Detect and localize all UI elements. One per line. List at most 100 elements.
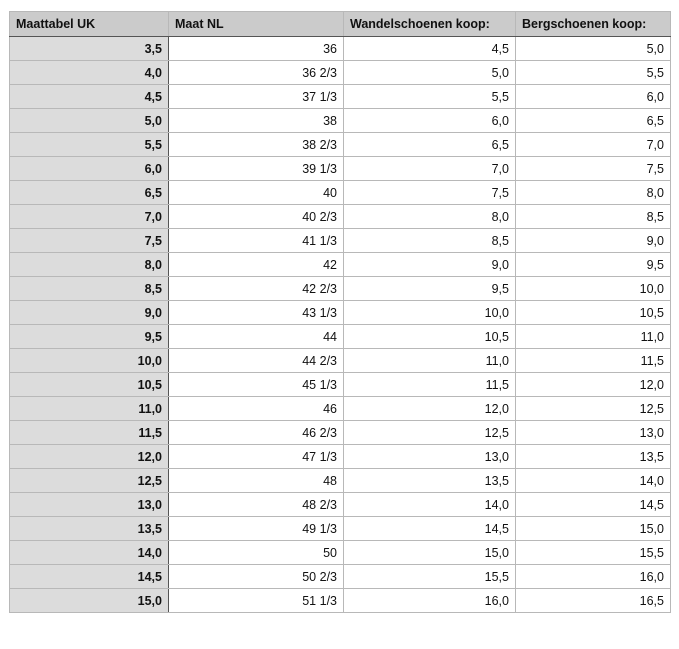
table-cell: 37 1/3 <box>168 84 344 109</box>
table-cell: 14,0 <box>515 468 671 493</box>
table-cell: 5,0 <box>515 36 671 61</box>
table-row: 7,0 40 2/3 8,0 8,5 <box>9 204 671 229</box>
table-cell: 9,5 <box>515 252 671 277</box>
table-row: 3,5 36 4,5 5,0 <box>9 36 671 61</box>
table-cell: 42 2/3 <box>168 276 344 301</box>
table-cell: 8,0 <box>515 180 671 205</box>
table-cell: 14,0 <box>343 492 516 517</box>
table-cell: 7,5 <box>515 156 671 181</box>
column-header: Wandelschoenen koop: <box>343 11 516 37</box>
table-cell: 10,0 <box>343 300 516 325</box>
table-cell: 8,5 <box>343 228 516 253</box>
table-cell: 8,0 <box>343 204 516 229</box>
column-header: Maattabel UK <box>9 11 169 37</box>
table-cell: 11,0 <box>9 396 169 421</box>
table-cell: 38 <box>168 108 344 133</box>
table-row: 12,5 48 13,5 14,0 <box>9 468 671 493</box>
table-row: 10,0 44 2/3 11,0 11,5 <box>9 348 671 373</box>
table-row: 10,5 45 1/3 11,5 12,0 <box>9 372 671 397</box>
table-cell: 5,5 <box>515 60 671 85</box>
table-row: 8,5 42 2/3 9,5 10,0 <box>9 276 671 301</box>
table-cell: 11,5 <box>515 348 671 373</box>
table-cell: 6,0 <box>515 84 671 109</box>
table-cell: 47 1/3 <box>168 444 344 469</box>
table-cell: 13,5 <box>9 516 169 541</box>
table-cell: 15,5 <box>515 540 671 565</box>
table-cell: 11,5 <box>343 372 516 397</box>
table-row: 13,5 49 1/3 14,5 15,0 <box>9 516 671 541</box>
table-cell: 43 1/3 <box>168 300 344 325</box>
table-row: 14,0 50 15,0 15,5 <box>9 540 671 565</box>
table-cell: 14,0 <box>9 540 169 565</box>
table-row: 8,0 42 9,0 9,5 <box>9 252 671 277</box>
table-cell: 13,5 <box>343 468 516 493</box>
table-cell: 5,5 <box>9 132 169 157</box>
table-cell: 7,0 <box>343 156 516 181</box>
table-cell: 49 1/3 <box>168 516 344 541</box>
table-row: 9,5 44 10,5 11,0 <box>9 324 671 349</box>
table-cell: 13,0 <box>9 492 169 517</box>
table-cell: 9,5 <box>343 276 516 301</box>
table-cell: 11,5 <box>9 420 169 445</box>
table-cell: 4,0 <box>9 60 169 85</box>
table-cell: 45 1/3 <box>168 372 344 397</box>
table-cell: 38 2/3 <box>168 132 344 157</box>
table-row: 4,5 37 1/3 5,5 6,0 <box>9 84 671 109</box>
table-cell: 9,0 <box>515 228 671 253</box>
table-cell: 6,0 <box>9 156 169 181</box>
table-cell: 11,0 <box>515 324 671 349</box>
table-cell: 10,5 <box>9 372 169 397</box>
table-row: 15,0 51 1/3 16,0 16,5 <box>9 588 671 613</box>
table-cell: 5,0 <box>9 108 169 133</box>
table-cell: 44 <box>168 324 344 349</box>
table-cell: 14,5 <box>343 516 516 541</box>
table-cell: 12,5 <box>9 468 169 493</box>
table-cell: 40 2/3 <box>168 204 344 229</box>
table-row: 5,0 38 6,0 6,5 <box>9 108 671 133</box>
table-cell: 39 1/3 <box>168 156 344 181</box>
table-cell: 7,0 <box>9 204 169 229</box>
table-cell: 36 <box>168 36 344 61</box>
table-cell: 8,5 <box>515 204 671 229</box>
table-cell: 15,0 <box>515 516 671 541</box>
table-row: 4,0 36 2/3 5,0 5,5 <box>9 60 671 85</box>
table-cell: 48 <box>168 468 344 493</box>
table-cell: 46 <box>168 396 344 421</box>
table-cell: 10,5 <box>343 324 516 349</box>
table-cell: 6,0 <box>343 108 516 133</box>
table-cell: 8,5 <box>9 276 169 301</box>
table-cell: 40 <box>168 180 344 205</box>
table-row: 6,0 39 1/3 7,0 7,5 <box>9 156 671 181</box>
table-cell: 50 2/3 <box>168 564 344 589</box>
table-row: 12,0 47 1/3 13,0 13,5 <box>9 444 671 469</box>
table-row: 11,5 46 2/3 12,5 13,0 <box>9 420 671 445</box>
table-cell: 15,0 <box>343 540 516 565</box>
table-cell: 15,0 <box>9 588 169 613</box>
table-row: 11,0 46 12,0 12,5 <box>9 396 671 421</box>
table-cell: 51 1/3 <box>168 588 344 613</box>
table-cell: 46 2/3 <box>168 420 344 445</box>
table-cell: 14,5 <box>515 492 671 517</box>
table-cell: 10,0 <box>9 348 169 373</box>
table-cell: 7,0 <box>515 132 671 157</box>
table-cell: 12,5 <box>515 396 671 421</box>
table-cell: 42 <box>168 252 344 277</box>
table-cell: 41 1/3 <box>168 228 344 253</box>
table-row: 13,0 48 2/3 14,0 14,5 <box>9 492 671 517</box>
column-header: Bergschoenen koop: <box>515 11 671 37</box>
table-cell: 9,5 <box>9 324 169 349</box>
table-cell: 16,0 <box>515 564 671 589</box>
table-cell: 9,0 <box>9 300 169 325</box>
table-cell: 12,0 <box>515 372 671 397</box>
table-cell: 5,0 <box>343 60 516 85</box>
table-cell: 12,0 <box>343 396 516 421</box>
table-cell: 13,5 <box>515 444 671 469</box>
table-row: 5,5 38 2/3 6,5 7,0 <box>9 132 671 157</box>
table-cell: 9,0 <box>343 252 516 277</box>
table-cell: 15,5 <box>343 564 516 589</box>
table-cell: 4,5 <box>343 36 516 61</box>
table-cell: 11,0 <box>343 348 516 373</box>
size-table: Maattabel UK Maat NL Wandelschoenen koop: B… <box>9 11 671 613</box>
table-cell: 44 2/3 <box>168 348 344 373</box>
table-row: 14,5 50 2/3 15,5 16,0 <box>9 564 671 589</box>
